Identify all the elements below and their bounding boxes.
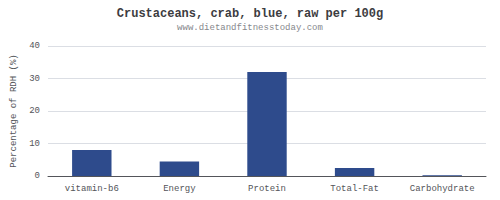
svg-text:www.dietandfitnesstoday.com: www.dietandfitnesstoday.com <box>177 23 323 33</box>
svg-text:Percentage of RDH (%): Percentage of RDH (%) <box>9 54 19 167</box>
svg-text:40: 40 <box>29 41 40 51</box>
svg-text:Energy: Energy <box>163 184 196 194</box>
svg-text:Carbohydrate: Carbohydrate <box>410 184 475 194</box>
svg-text:10: 10 <box>29 139 40 149</box>
svg-text:0: 0 <box>35 171 40 181</box>
svg-text:Crustaceans, crab, blue, raw p: Crustaceans, crab, blue, raw per 100g <box>117 7 383 21</box>
svg-text:Protein: Protein <box>248 184 286 194</box>
svg-text:30: 30 <box>29 74 40 84</box>
svg-text:20: 20 <box>29 106 40 116</box>
svg-text:vitamin-b6: vitamin-b6 <box>65 184 119 194</box>
svg-text:Total-Fat: Total-Fat <box>330 184 379 194</box>
